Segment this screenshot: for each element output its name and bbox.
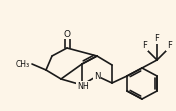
Text: O: O: [64, 30, 71, 39]
Text: F: F: [155, 34, 159, 43]
Text: N: N: [94, 71, 100, 80]
Text: F: F: [142, 41, 147, 50]
Text: NH: NH: [77, 81, 89, 90]
Text: F: F: [167, 41, 172, 50]
Text: CH₃: CH₃: [16, 59, 30, 68]
